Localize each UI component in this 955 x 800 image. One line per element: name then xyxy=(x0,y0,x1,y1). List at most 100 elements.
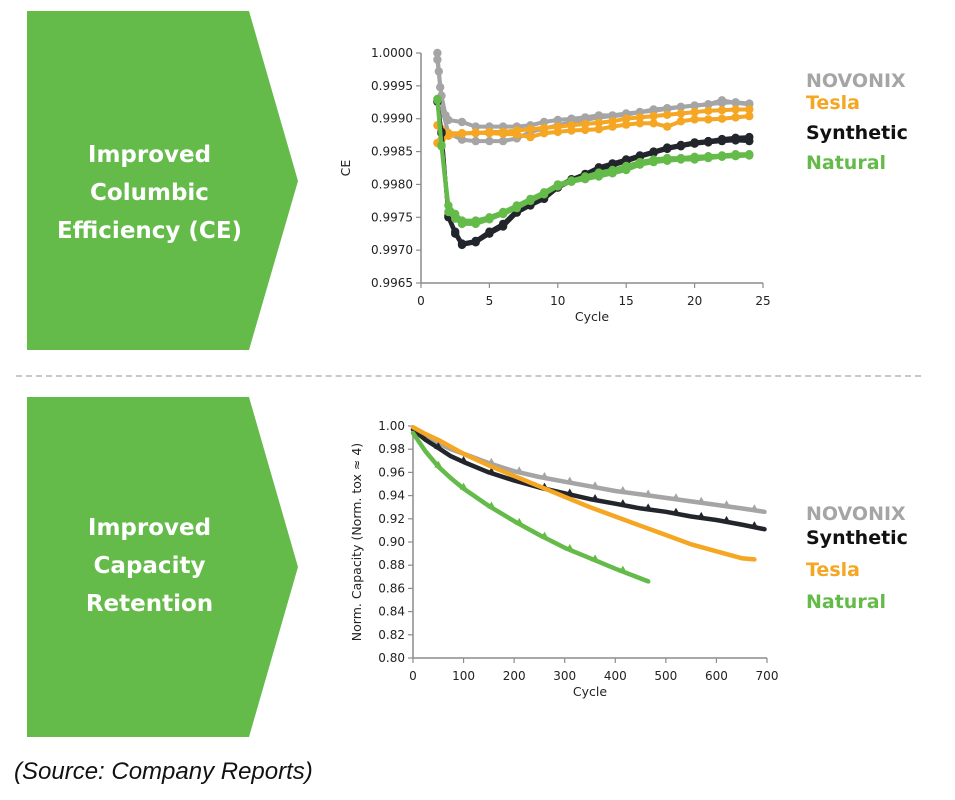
legend-item-natural: Natural xyxy=(806,152,887,174)
data-point xyxy=(526,196,535,206)
data-point xyxy=(690,107,699,117)
data-point xyxy=(581,125,590,135)
y-axis-title: CE xyxy=(338,160,353,177)
data-point xyxy=(649,147,658,156)
data-point xyxy=(704,100,713,109)
data-point xyxy=(457,239,467,248)
data-point xyxy=(663,110,672,120)
series-line xyxy=(435,51,752,129)
data-point xyxy=(433,55,442,64)
data-point xyxy=(649,157,658,167)
data-point xyxy=(444,207,453,217)
ce-chart-legend: NOVONIX Tesla Synthetic Natural xyxy=(806,66,908,178)
section-divider xyxy=(16,375,921,377)
data-point xyxy=(676,117,686,126)
legend-item-synthetic: Synthetic xyxy=(806,527,908,549)
data-point xyxy=(690,101,699,110)
data-point xyxy=(745,132,754,142)
data-point xyxy=(608,159,617,168)
y-tick-label: 1.0000 xyxy=(371,46,413,60)
ce-section-arrow: Improved Columbic Efficiency (CE) xyxy=(27,11,299,351)
data-point xyxy=(457,129,467,138)
arrow-shape-ce xyxy=(27,11,298,350)
x-tick-label: 5 xyxy=(486,294,494,308)
data-point xyxy=(704,136,713,146)
data-point xyxy=(676,155,686,164)
x-tick-label: 20 xyxy=(687,294,702,308)
data-point xyxy=(731,133,740,142)
source-caption: (Source: Company Reports) xyxy=(14,758,313,785)
data-point xyxy=(451,214,460,223)
data-point xyxy=(676,109,686,118)
data-point xyxy=(581,175,590,184)
data-point xyxy=(457,135,467,144)
data-point xyxy=(731,152,740,161)
data-point xyxy=(553,182,562,191)
y-tick-label: 0.9985 xyxy=(371,145,413,159)
ce-title-line-2: Columbic xyxy=(90,180,209,206)
capacity-title-line-3: Retention xyxy=(85,591,214,617)
data-point xyxy=(704,106,713,116)
data-point xyxy=(663,104,672,113)
data-point xyxy=(731,113,740,122)
data-point xyxy=(649,105,658,114)
data-point xyxy=(567,177,576,186)
data-point xyxy=(635,160,645,169)
data-point xyxy=(594,125,603,134)
data-point xyxy=(622,165,631,175)
series-novonix xyxy=(433,48,754,146)
data-point xyxy=(663,156,672,165)
data-point xyxy=(622,155,631,164)
data-point xyxy=(649,111,658,121)
data-point xyxy=(608,122,617,131)
data-point xyxy=(635,119,645,128)
data-point xyxy=(526,132,535,142)
data-point xyxy=(457,219,467,229)
data-point xyxy=(731,105,740,114)
data-point xyxy=(498,209,508,219)
data-point xyxy=(433,96,442,105)
y-tick-label: 0.9990 xyxy=(371,112,413,126)
data-point xyxy=(498,219,508,229)
ce-section-title: Improved Columbic Efficiency (CE) xyxy=(27,136,272,250)
data-point xyxy=(471,136,480,146)
data-point xyxy=(635,151,645,160)
data-point xyxy=(553,127,562,137)
legend-item-tesla: Tesla xyxy=(806,92,860,114)
data-point xyxy=(745,105,754,114)
x-tick-label: 25 xyxy=(755,294,770,308)
data-point xyxy=(676,140,686,150)
data-point xyxy=(485,129,494,138)
ce-title-line-3: Efficiency (CE) xyxy=(56,218,243,244)
data-point xyxy=(717,152,727,161)
data-point xyxy=(567,126,576,135)
data-point xyxy=(437,142,446,151)
legend-item-novonix: NOVONIX xyxy=(806,70,906,92)
data-point xyxy=(745,151,754,160)
data-point xyxy=(444,131,453,140)
data-point xyxy=(690,155,699,164)
y-tick-label: 0.9980 xyxy=(371,177,413,191)
legend-item-synthetic: Synthetic xyxy=(806,122,908,144)
data-point xyxy=(608,169,617,178)
data-point xyxy=(622,120,631,129)
data-point xyxy=(704,115,713,124)
y-tick-label: 0.9965 xyxy=(371,276,413,290)
x-tick-label: 10 xyxy=(550,294,565,308)
x-tick-label: 0 xyxy=(417,294,425,308)
data-point xyxy=(471,219,480,229)
capacity-section-title: Improved Capacity Retention xyxy=(27,509,272,623)
data-point xyxy=(663,143,672,152)
y-tick-label: 0.9970 xyxy=(371,243,413,257)
data-point xyxy=(717,114,727,123)
data-point xyxy=(581,119,590,129)
data-point xyxy=(471,236,480,246)
y-tick-label: 0.9995 xyxy=(371,79,413,93)
data-point xyxy=(512,130,521,139)
capacity-section-arrow: Improved Capacity Retention xyxy=(27,397,299,738)
data-point xyxy=(471,128,480,137)
x-axis-title: Cycle xyxy=(575,309,609,324)
arrow-shape-capacity xyxy=(27,397,298,737)
data-point xyxy=(526,125,535,134)
